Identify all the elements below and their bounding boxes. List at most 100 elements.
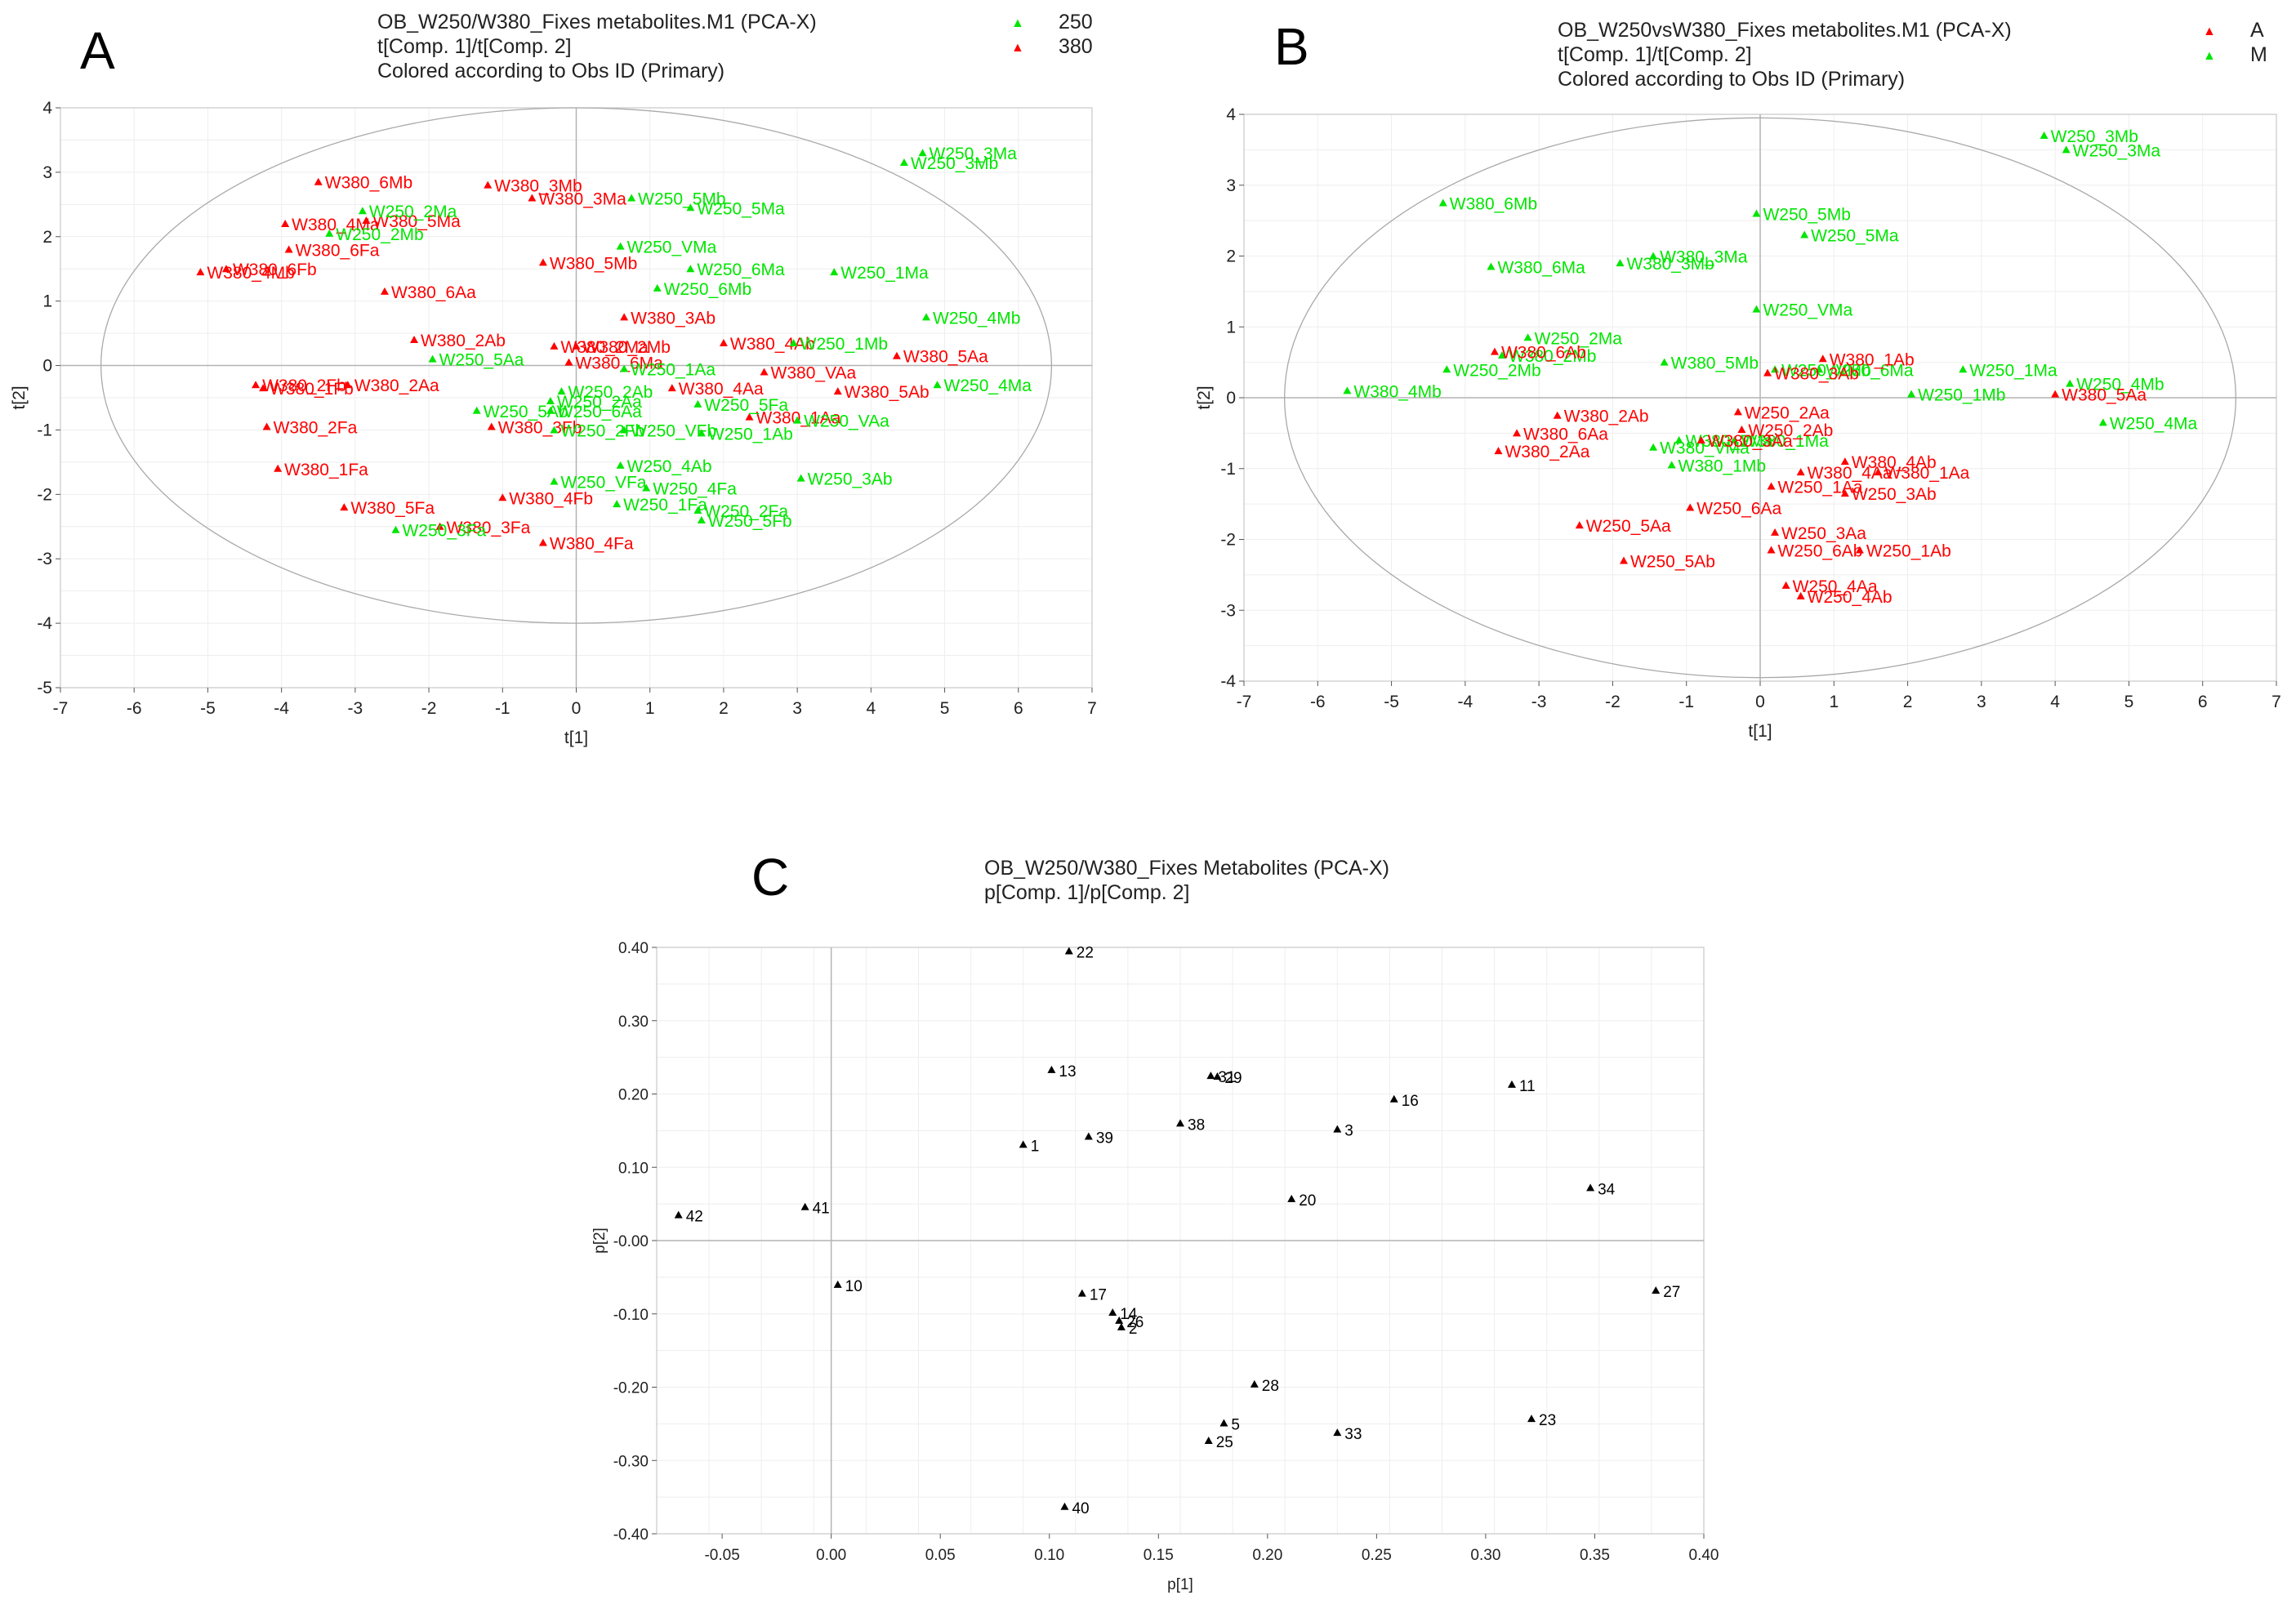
data-point-marker bbox=[1649, 443, 1658, 451]
data-point-marker bbox=[487, 422, 496, 430]
data-point-label: 28 bbox=[1262, 1378, 1279, 1395]
data-point-label: W380_VAa bbox=[771, 363, 857, 382]
x-tick-label: 0 bbox=[572, 699, 582, 718]
y-tick-label: 0 bbox=[42, 357, 52, 376]
y-tick-label: -2 bbox=[37, 485, 52, 504]
data-point-label: 27 bbox=[1663, 1284, 1680, 1301]
x-tick-label: -6 bbox=[127, 699, 142, 718]
data-point-label: W250_2Fa bbox=[704, 502, 788, 521]
data-point-marker bbox=[1752, 305, 1761, 313]
legend-entry: ▲ M bbox=[2203, 42, 2285, 67]
data-point-label: W250_3Mb bbox=[2051, 127, 2138, 146]
y-tick-label: -2 bbox=[1220, 531, 1236, 550]
data-point-label: W250_1Mb bbox=[1918, 386, 2005, 405]
data-point-marker bbox=[1213, 1072, 1222, 1080]
data-point-label: W250_2Mb bbox=[336, 225, 423, 244]
data-point-label: W380_5Fa bbox=[350, 499, 435, 518]
data-point-marker bbox=[1176, 1119, 1184, 1127]
y-axis-label: t[2] bbox=[1195, 385, 1214, 409]
panel-c: C OB_W250/W380_Fixes Metabolites (PCA-X)… bbox=[572, 833, 1719, 1613]
chart-title-block: OB_W250vsW380_Fixes metabolites.M1 (PCA-… bbox=[1558, 18, 2012, 91]
data-point-marker bbox=[1815, 365, 1824, 373]
legend-marker: ▲ bbox=[2203, 49, 2216, 63]
data-point-marker bbox=[550, 477, 559, 485]
data-point-label: W380_2Ab bbox=[1564, 408, 1649, 426]
data-point-marker bbox=[833, 387, 842, 395]
data-point-marker bbox=[340, 503, 349, 511]
data-point-label: 26 bbox=[1126, 1314, 1144, 1331]
data-point-marker bbox=[2062, 145, 2071, 154]
data-point-label: W380_3Ma bbox=[1660, 248, 1748, 267]
data-point-marker bbox=[1084, 1132, 1093, 1140]
data-point-marker bbox=[1060, 1502, 1069, 1510]
data-point-marker bbox=[653, 283, 662, 292]
y-tick-label: -3 bbox=[1220, 601, 1236, 620]
data-point-marker bbox=[719, 338, 728, 346]
data-point-marker bbox=[1763, 368, 1772, 377]
data-point-label: W250_2Aa bbox=[557, 393, 642, 412]
data-point-label: W380_6Mb bbox=[325, 174, 412, 193]
data-point-label: W250_4Ab bbox=[627, 457, 712, 476]
x-tick-label: 0.40 bbox=[1689, 1547, 1719, 1564]
data-point-marker bbox=[1343, 386, 1352, 394]
data-point-label: W250_VAa bbox=[804, 412, 889, 431]
data-point-label: W380_3Ab bbox=[631, 309, 716, 328]
x-tick-label: -5 bbox=[1384, 693, 1399, 711]
data-point-marker bbox=[1553, 411, 1562, 419]
data-point-label: W380_5Aa bbox=[2062, 386, 2147, 405]
data-point-label: W380_2Aa bbox=[354, 377, 439, 395]
data-point-marker bbox=[693, 399, 702, 408]
data-point-marker bbox=[686, 203, 695, 212]
data-point-label: W380_VMa bbox=[1660, 439, 1750, 458]
y-tick-label: 0 bbox=[1226, 389, 1236, 408]
legend-marker: ▲ bbox=[1011, 41, 1024, 55]
x-tick-label: 5 bbox=[2124, 693, 2134, 711]
data-point-marker bbox=[892, 351, 901, 359]
y-tick-label: 4 bbox=[42, 99, 52, 118]
y-tick-label: 3 bbox=[1226, 176, 1236, 195]
x-tick-label: 0.10 bbox=[1034, 1547, 1064, 1564]
y-tick-label: -0.40 bbox=[613, 1526, 649, 1544]
x-tick-label: 5 bbox=[940, 699, 950, 718]
data-point-marker bbox=[1527, 1415, 1536, 1423]
data-point-label: W380_6Mb bbox=[1450, 194, 1537, 213]
x-axis-label: p[1] bbox=[1167, 1576, 1193, 1593]
data-point-marker bbox=[1840, 489, 1849, 497]
data-point-marker bbox=[325, 229, 334, 237]
x-tick-label: -2 bbox=[1605, 693, 1621, 711]
y-tick-label: -1 bbox=[37, 421, 52, 439]
x-tick-label: 2 bbox=[1903, 693, 1913, 711]
data-point-label: 5 bbox=[1231, 1416, 1240, 1433]
data-point-marker bbox=[538, 538, 547, 546]
x-tick-label: 0.20 bbox=[1252, 1547, 1282, 1564]
data-point-label: W250_2Ab bbox=[1748, 421, 1833, 440]
data-point-marker bbox=[1206, 1072, 1215, 1080]
chart-subtitle-secondary: Colored according to Obs ID (Primary) bbox=[1558, 68, 1906, 91]
y-tick-label: -0.10 bbox=[613, 1307, 649, 1324]
data-point-marker bbox=[1767, 546, 1776, 554]
data-point-marker bbox=[1438, 198, 1447, 207]
data-point-label: W380_4Ma bbox=[292, 216, 380, 234]
data-point-marker bbox=[1818, 354, 1827, 363]
data-point-marker bbox=[922, 313, 931, 321]
data-point-marker bbox=[1796, 468, 1805, 476]
data-point-label: W250_1Ab bbox=[708, 425, 793, 443]
data-point-label: 39 bbox=[1096, 1130, 1113, 1147]
data-point-label: 2 bbox=[1129, 1321, 1138, 1338]
data-point-label: W380_1Ma bbox=[1741, 432, 1829, 451]
data-point-label: W250_3Aa bbox=[1781, 524, 1866, 543]
data-point-label: W380_3Fb bbox=[498, 419, 582, 438]
y-tick-label: -0.30 bbox=[613, 1453, 649, 1470]
data-point-label: W250_VMa bbox=[1763, 301, 1852, 320]
data-point-marker bbox=[358, 207, 367, 215]
data-point-label: 38 bbox=[1188, 1116, 1205, 1134]
data-point-marker bbox=[1064, 947, 1073, 955]
data-point-marker bbox=[550, 426, 559, 434]
data-point-label: W380_6Fb bbox=[233, 261, 317, 279]
data-point-label: W380_3Ma bbox=[538, 189, 626, 208]
data-point-marker bbox=[1108, 1308, 1117, 1316]
data-point-label: W250_5Ma bbox=[697, 199, 785, 218]
data-point-marker bbox=[1907, 390, 1916, 398]
